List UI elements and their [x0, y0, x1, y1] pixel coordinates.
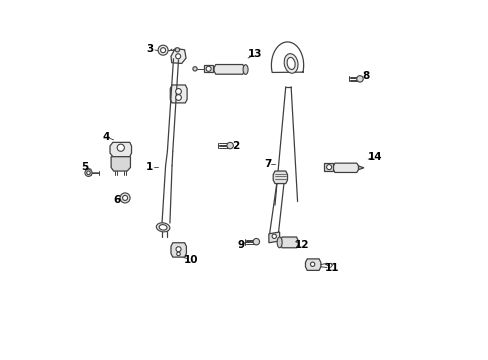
Circle shape: [176, 252, 180, 256]
Text: 14: 14: [367, 152, 382, 162]
Polygon shape: [268, 232, 279, 243]
Circle shape: [86, 171, 90, 175]
Circle shape: [206, 66, 211, 71]
Text: 1: 1: [145, 162, 153, 172]
Ellipse shape: [284, 54, 297, 73]
Polygon shape: [333, 163, 358, 172]
Text: 10: 10: [183, 255, 198, 265]
Polygon shape: [110, 142, 131, 157]
Circle shape: [176, 247, 181, 252]
Polygon shape: [358, 166, 363, 170]
Text: 4: 4: [102, 132, 110, 142]
Polygon shape: [324, 163, 333, 171]
Text: 2: 2: [231, 141, 239, 151]
Polygon shape: [203, 65, 213, 72]
Circle shape: [356, 76, 363, 82]
Polygon shape: [214, 64, 244, 74]
Circle shape: [175, 89, 181, 94]
Circle shape: [158, 45, 168, 55]
Polygon shape: [280, 237, 298, 248]
Text: 9: 9: [237, 239, 244, 249]
Ellipse shape: [156, 223, 169, 232]
Circle shape: [226, 142, 233, 149]
Text: 12: 12: [294, 239, 308, 249]
Text: 8: 8: [362, 71, 369, 81]
Polygon shape: [273, 171, 287, 184]
Polygon shape: [305, 259, 320, 270]
Circle shape: [120, 193, 130, 203]
Circle shape: [175, 54, 180, 59]
Text: 7: 7: [264, 159, 271, 169]
Circle shape: [253, 238, 259, 245]
Circle shape: [326, 165, 331, 170]
Circle shape: [175, 95, 181, 100]
Text: 5: 5: [81, 162, 88, 172]
Circle shape: [85, 169, 92, 176]
Text: 6: 6: [113, 195, 121, 205]
Ellipse shape: [286, 57, 295, 69]
Circle shape: [192, 67, 197, 71]
Circle shape: [271, 234, 276, 238]
Polygon shape: [171, 243, 186, 257]
Circle shape: [117, 144, 124, 151]
Text: 11: 11: [325, 263, 339, 273]
Ellipse shape: [159, 225, 167, 230]
Circle shape: [310, 262, 314, 266]
Ellipse shape: [277, 237, 282, 248]
Polygon shape: [111, 157, 130, 171]
Text: 13: 13: [247, 49, 262, 59]
Circle shape: [175, 48, 179, 52]
Ellipse shape: [243, 65, 247, 75]
Circle shape: [160, 48, 165, 53]
Circle shape: [122, 195, 127, 201]
Text: 3: 3: [145, 44, 153, 54]
Polygon shape: [171, 48, 185, 63]
Polygon shape: [170, 85, 187, 103]
